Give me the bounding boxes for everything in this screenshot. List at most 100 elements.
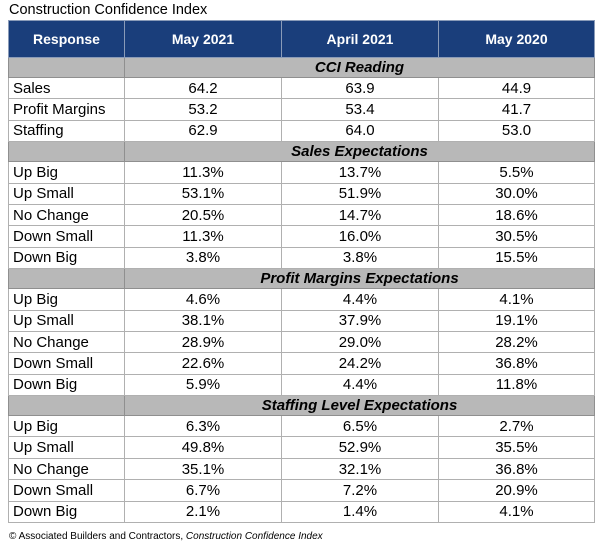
value-cell: 30.5% xyxy=(438,225,595,248)
table-row: Down Small 22.6% 24.2% 36.8% xyxy=(8,352,595,375)
value-cell: 5.9% xyxy=(124,373,282,397)
row-label: Up Big xyxy=(8,415,125,438)
row-label: Down Small xyxy=(8,479,125,502)
value-cell: 11.3% xyxy=(124,161,282,184)
footnote-copyright: © Associated Builders and Contractors, xyxy=(9,531,186,542)
row-label: Profit Margins xyxy=(8,98,125,121)
table-row: Down Small 6.7% 7.2% 20.9% xyxy=(8,479,595,502)
row-label: Sales xyxy=(8,76,125,100)
value-cell: 35.5% xyxy=(438,436,595,459)
footnote: © Associated Builders and Contractors, C… xyxy=(9,531,323,543)
table-row: No Change 28.9% 29.0% 28.2% xyxy=(8,330,595,354)
table-row: Up Big 4.6% 4.4% 4.1% xyxy=(8,288,595,311)
table-row: Up Big 6.3% 6.5% 2.7% xyxy=(8,415,595,438)
table-row: Up Small 53.1% 51.9% 30.0% xyxy=(8,182,595,205)
row-label: Up Big xyxy=(8,161,125,184)
section-header-spacer xyxy=(8,141,125,163)
table-body: CCI Reading Sales 64.2 63.9 44.9 Profit Margi… xyxy=(8,57,595,524)
section-header-spacer xyxy=(8,268,125,290)
value-cell: 51.9% xyxy=(281,182,439,205)
table-row: Down Small 11.3% 16.0% 30.5% xyxy=(8,225,595,248)
value-cell: 20.9% xyxy=(438,479,595,502)
value-cell: 52.9% xyxy=(281,436,439,459)
table-caption: Construction Confidence Index xyxy=(9,2,208,18)
row-label: Up Small xyxy=(8,182,125,205)
row-label: Down Small xyxy=(8,225,125,248)
value-cell: 11.3% xyxy=(124,225,282,248)
value-cell: 29.0% xyxy=(281,330,439,354)
value-cell: 15.5% xyxy=(438,246,595,270)
row-label: Down Big xyxy=(8,500,125,524)
table-row: Down Big 2.1% 1.4% 4.1% xyxy=(8,500,595,524)
value-cell: 11.8% xyxy=(438,373,595,397)
value-cell: 6.5% xyxy=(281,415,439,438)
row-label: Down Big xyxy=(8,373,125,397)
value-cell: 30.0% xyxy=(438,182,595,205)
confidence-index-table: Response May 2021 April 2021 May 2020 CC… xyxy=(8,20,595,524)
value-cell: 4.6% xyxy=(124,288,282,311)
value-cell: 63.9 xyxy=(281,76,439,100)
row-label: Up Big xyxy=(8,288,125,311)
section-header-spacer xyxy=(8,395,125,417)
value-cell: 6.3% xyxy=(124,415,282,438)
value-cell: 13.7% xyxy=(281,161,439,184)
value-cell: 49.8% xyxy=(124,436,282,459)
value-cell: 7.2% xyxy=(281,479,439,502)
value-cell: 37.9% xyxy=(281,309,439,332)
value-cell: 6.7% xyxy=(124,479,282,502)
value-cell: 44.9 xyxy=(438,76,595,100)
section-header-row: Profit Margins Expectations xyxy=(8,268,595,290)
value-cell: 22.6% xyxy=(124,352,282,375)
value-cell: 53.4 xyxy=(281,98,439,121)
table-row: Sales 64.2 63.9 44.9 xyxy=(8,76,595,100)
value-cell: 1.4% xyxy=(281,500,439,524)
value-cell: 4.4% xyxy=(281,373,439,397)
row-label: Up Small xyxy=(8,436,125,459)
value-cell: 53.1% xyxy=(124,182,282,205)
header-april-2021: April 2021 xyxy=(281,20,439,58)
row-label: Down Small xyxy=(8,352,125,375)
section-title: Staffing Level Expectations xyxy=(124,395,595,417)
value-cell: 62.9 xyxy=(124,119,282,143)
section-header-row: Sales Expectations xyxy=(8,141,595,163)
row-label: Up Small xyxy=(8,309,125,332)
header-response: Response xyxy=(8,20,125,58)
value-cell: 64.0 xyxy=(281,119,439,143)
section-header-spacer xyxy=(8,57,125,78)
row-label: No Change xyxy=(8,330,125,354)
table-row: Up Small 49.8% 52.9% 35.5% xyxy=(8,436,595,459)
value-cell: 2.1% xyxy=(124,500,282,524)
value-cell: 4.1% xyxy=(438,288,595,311)
value-cell: 20.5% xyxy=(124,203,282,227)
table-row: Profit Margins 53.2 53.4 41.7 xyxy=(8,98,595,121)
footnote-source: Construction Confidence Index xyxy=(185,531,323,542)
table-row: No Change 20.5% 14.7% 18.6% xyxy=(8,203,595,227)
value-cell: 53.0 xyxy=(438,119,595,143)
value-cell: 36.8% xyxy=(438,457,595,481)
row-label: Down Big xyxy=(8,246,125,270)
table-row: Staffing 62.9 64.0 53.0 xyxy=(8,119,595,143)
value-cell: 28.9% xyxy=(124,330,282,354)
table-row: Up Big 11.3% 13.7% 5.5% xyxy=(8,161,595,184)
value-cell: 4.4% xyxy=(281,288,439,311)
header-may-2020: May 2020 xyxy=(438,20,595,58)
value-cell: 41.7 xyxy=(438,98,595,121)
header-row: Response May 2021 April 2021 May 2020 xyxy=(8,20,595,58)
value-cell: 24.2% xyxy=(281,352,439,375)
value-cell: 32.1% xyxy=(281,457,439,481)
table-row: Up Small 38.1% 37.9% 19.1% xyxy=(8,309,595,332)
value-cell: 35.1% xyxy=(124,457,282,481)
value-cell: 18.6% xyxy=(438,203,595,227)
section-title: Profit Margins Expectations xyxy=(124,268,595,290)
value-cell: 2.7% xyxy=(438,415,595,438)
value-cell: 36.8% xyxy=(438,352,595,375)
value-cell: 4.1% xyxy=(438,500,595,524)
value-cell: 64.2 xyxy=(124,76,282,100)
table-row: Down Big 3.8% 3.8% 15.5% xyxy=(8,246,595,270)
section-header-row: Staffing Level Expectations xyxy=(8,395,595,417)
section-title: CCI Reading xyxy=(124,57,595,78)
section-header-row: CCI Reading xyxy=(8,57,595,78)
row-label: Staffing xyxy=(8,119,125,143)
row-label: No Change xyxy=(8,203,125,227)
table-row: Down Big 5.9% 4.4% 11.8% xyxy=(8,373,595,397)
